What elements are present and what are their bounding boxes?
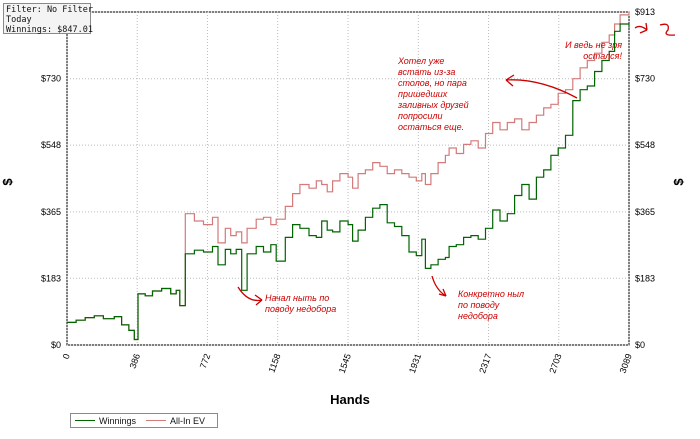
x-axis-label: Hands: [330, 392, 370, 407]
y-tick-label-left: $0: [51, 340, 61, 350]
legend-item-allin-ev: All-In EV: [146, 416, 205, 426]
y-tick-label-left: $730: [41, 74, 61, 84]
arrow-stayed-head: [639, 22, 648, 34]
arrow-whining-1: [237, 286, 263, 302]
series-line-winnings: [67, 23, 630, 341]
x-tick-label: 1545: [337, 352, 353, 374]
plot-area: [66, 11, 630, 346]
arrow-wanted-to-leave: [505, 79, 578, 99]
legend-label-allin-ev: All-In EV: [170, 415, 206, 426]
gridlines: [66, 11, 630, 346]
x-tick-label: 386: [128, 352, 143, 370]
annotation-stayed: И ведь не зря остался!: [565, 40, 622, 61]
y-tick-label-right: $730: [635, 74, 655, 84]
y-tick-label-right: $183: [635, 273, 655, 283]
legend-item-winnings: Winnings: [75, 416, 136, 426]
annotation-whining-2: Конкретно ныл по поводу недобора: [458, 289, 524, 321]
arrow-stayed: [634, 25, 648, 31]
y-tick-label-right: $913: [635, 7, 655, 17]
annotation-group: И ведь не зря остался! Хотел уже встать из-…: [237, 22, 676, 321]
period-text: Today: [6, 15, 32, 25]
scribble-stayed: [659, 23, 676, 36]
legend-swatch-winnings: [75, 420, 95, 421]
y-tick-label-left: $183: [41, 273, 61, 283]
annotation-whining-1: Начал ныть по поводу недобора: [265, 293, 336, 314]
x-tick-label: 1931: [407, 352, 423, 374]
legend-label-winnings: Winnings: [99, 415, 137, 426]
filter-text: Filter: No Filter: [6, 5, 93, 15]
legend: Winnings All-In EV: [70, 413, 218, 428]
x-tick-label: 2317: [477, 352, 493, 374]
arrow-wanted-to-leave-head: [505, 74, 515, 87]
y-tick-label-right: $365: [635, 207, 655, 217]
info-box: Filter: No Filter Today Winnings: $847.0…: [3, 3, 93, 35]
y-axis-label-right: $: [671, 178, 686, 186]
y-tick-label-left: $365: [41, 207, 61, 217]
annotation-wanted-to-leave: Хотел уже встать из-за столов, но пара приш…: [397, 56, 469, 132]
arrow-whining-2-head: [438, 288, 447, 297]
x-tick-label: 3089: [618, 352, 634, 374]
y-tick-label-right: $0: [635, 340, 645, 350]
y-axis-label-left: $: [0, 178, 15, 186]
winnings-text: Winnings: $847.01: [6, 25, 93, 35]
x-tick-label: 1158: [267, 352, 283, 374]
x-tick-label: 772: [198, 352, 213, 370]
x-tick-label: 0: [61, 352, 72, 360]
y-tick-label-right: $548: [635, 140, 655, 150]
x-tick-label: 2703: [547, 352, 563, 374]
series-group: [67, 12, 630, 341]
y-tick-label-left: $548: [41, 140, 61, 150]
arrow-whining-1-head: [254, 294, 263, 306]
legend-swatch-allin-ev: [146, 420, 167, 421]
